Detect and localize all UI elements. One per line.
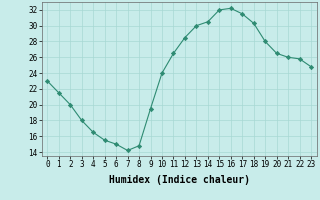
X-axis label: Humidex (Indice chaleur): Humidex (Indice chaleur) <box>109 175 250 185</box>
